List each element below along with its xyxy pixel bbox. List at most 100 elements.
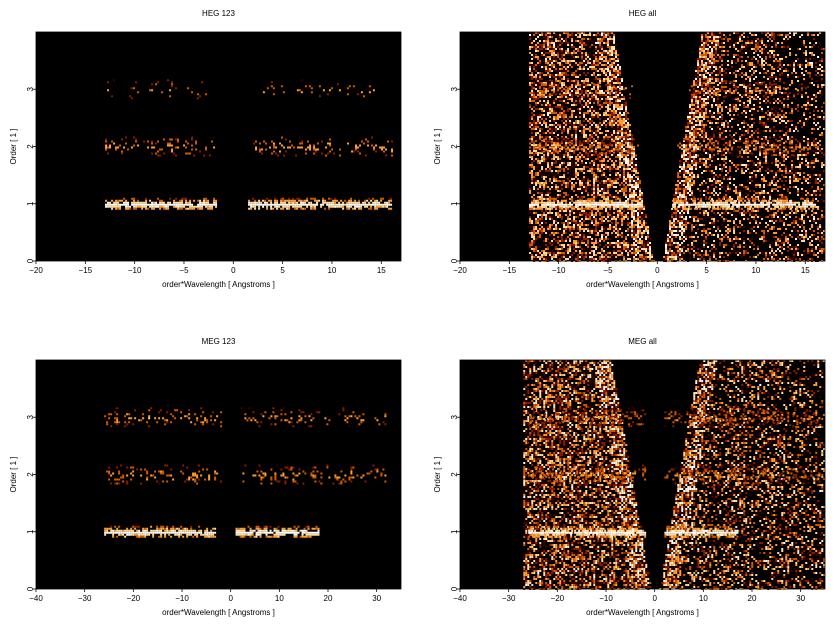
heatmap-cell	[573, 244, 576, 246]
heatmap-cell	[547, 174, 550, 176]
heatmap-cell	[537, 42, 540, 44]
heatmap-cell	[583, 62, 586, 64]
heatmap-cell	[603, 52, 606, 54]
heatmap-cell	[621, 216, 624, 218]
heatmap-cell	[209, 154, 212, 157]
heatmap-cell	[107, 152, 110, 155]
heatmap-cell	[599, 190, 602, 192]
heatmap-cell	[581, 132, 584, 134]
heatmap-cell	[563, 170, 566, 172]
heatmap-cell	[543, 178, 546, 180]
heatmap-cell	[179, 205, 182, 208]
heatmap-cell	[631, 230, 634, 232]
heatmap-cell	[294, 205, 297, 208]
y-axis-label: Order [ 1 ]	[9, 128, 18, 164]
heatmap-cell	[609, 210, 612, 212]
heatmap-cell	[625, 216, 628, 218]
heatmap-cell	[561, 116, 564, 118]
heatmap-cell	[381, 146, 384, 149]
heatmap-cell	[531, 58, 534, 60]
heatmap-cell	[671, 222, 674, 224]
heatmap-cell	[583, 164, 586, 166]
heatmap-cell	[681, 242, 684, 244]
heatmap-cell	[569, 122, 572, 124]
heatmap-cell	[687, 170, 690, 172]
heatmap-cell	[617, 116, 620, 118]
heatmap-cell	[129, 207, 132, 210]
heatmap-cell	[545, 66, 548, 68]
heatmap-cell	[547, 152, 550, 154]
heatmap-cell	[613, 58, 616, 60]
heatmap-cell	[609, 88, 612, 90]
heatmap-cell	[575, 236, 578, 238]
heatmap-cell	[601, 236, 604, 238]
heatmap-cell	[605, 186, 608, 188]
heatmap-cell	[609, 168, 612, 170]
heatmap-cell	[695, 80, 698, 82]
heatmap-cell	[293, 146, 296, 149]
heatmap-cell	[326, 93, 329, 96]
heatmap-cell	[603, 146, 606, 148]
heatmap-cell	[619, 70, 622, 72]
heatmap-cell	[533, 144, 536, 146]
heatmap-cell	[677, 244, 680, 246]
heatmap-cell	[593, 66, 596, 68]
heatmap-cell	[641, 258, 644, 260]
heatmap-cell	[687, 118, 690, 120]
heatmap-cell	[669, 228, 672, 230]
heatmap-cell	[161, 199, 164, 202]
heatmap-cell	[649, 238, 652, 240]
heatmap-cell	[609, 226, 612, 228]
heatmap-cell	[601, 98, 604, 100]
heatmap-cell	[637, 228, 640, 230]
heatmap-cell	[603, 40, 606, 42]
heatmap-cell	[279, 142, 282, 145]
heatmap-cell	[607, 94, 610, 96]
heatmap-cell	[627, 244, 630, 246]
heatmap-cell	[591, 136, 594, 138]
heatmap-cell	[605, 156, 608, 158]
heatmap-cell	[689, 152, 692, 154]
heatmap-cell	[537, 154, 540, 156]
heatmap-cell	[625, 176, 628, 178]
heatmap-cell	[609, 158, 612, 160]
heatmap-cell	[631, 226, 634, 228]
heatmap-cell	[605, 210, 608, 212]
heatmap-cell	[583, 142, 586, 144]
heatmap-cell	[685, 134, 688, 136]
heatmap-cell	[605, 106, 608, 108]
heatmap-cell	[539, 186, 542, 188]
heatmap-cell	[573, 74, 576, 76]
heatmap-cell	[579, 36, 582, 38]
heatmap-cell	[697, 100, 700, 102]
heatmap-cell	[543, 116, 546, 118]
heatmap-cell	[551, 234, 554, 236]
heatmap-cell	[649, 258, 652, 260]
heatmap-cell	[579, 66, 582, 68]
heatmap-cell	[679, 212, 682, 214]
heatmap-cell	[541, 218, 544, 220]
heatmap-cell	[280, 201, 283, 204]
heatmap-cell	[595, 124, 598, 126]
heatmap-cell	[575, 64, 578, 66]
heatmap-cell	[619, 164, 622, 166]
heatmap-cell	[629, 178, 632, 180]
heatmap-cell	[609, 166, 612, 168]
heatmap-cell	[370, 199, 373, 202]
heatmap-cell	[563, 244, 566, 246]
heatmap-cell	[575, 92, 578, 94]
heatmap-cell	[587, 72, 590, 74]
heatmap-cell	[371, 144, 374, 147]
heatmap-cell	[533, 154, 536, 156]
heatmap-cell	[557, 196, 560, 198]
heatmap-cell	[601, 184, 604, 186]
heatmap-cell	[689, 236, 692, 238]
heatmap-cell	[623, 172, 626, 174]
heatmap-cell	[543, 196, 546, 198]
heatmap-cell	[589, 38, 592, 40]
heatmap-cell	[683, 212, 686, 214]
heatmap-cell	[551, 52, 554, 54]
heatmap-cell	[591, 206, 594, 208]
heatmap-cell	[298, 197, 301, 200]
heatmap-cell	[585, 90, 588, 92]
